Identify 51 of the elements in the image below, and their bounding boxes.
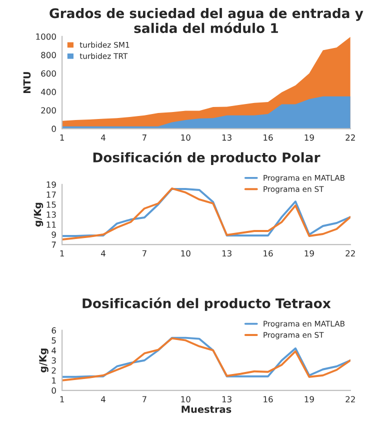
y-tick-label: 4 [52,347,56,354]
x-tick-label: 1 [60,250,64,256]
y-tick-label: 1000 [36,33,56,40]
y-tick-label: 600 [41,70,56,77]
y-tick-label: 0 [52,126,56,132]
y-tick-label: 800 [41,52,56,58]
y-axis-title: g/Kg [39,348,48,372]
y-tick-label: 9 [52,232,56,238]
y-tick-label: 17 [46,192,56,198]
x-tick-label: 22 [346,396,355,402]
chart-title: Dosificación del producto Tetraox [82,298,331,311]
x-tick-label: 16 [264,250,273,257]
x-tick-label: 7 [142,250,146,256]
x-tick-label: 4 [101,396,106,402]
x-tick-label: 19 [304,396,314,402]
y-tick-label: 2 [52,367,56,374]
x-tick-label: 1 [60,396,64,402]
y-tick-label: 19 [46,181,56,188]
chart-title: Grados de suciedad del agua de entrada y salida del módulo 1 [50,8,364,34]
x-tick-label: 22 [346,250,355,256]
y-tick-label: 7 [52,242,56,248]
y-tick-label: 15 [46,202,56,208]
x-tick-label: 16 [264,396,273,402]
x-tick-label: 16 [264,134,273,141]
chart-title: Dosificación de producto Polar [93,152,320,165]
x-tick-label: 1 [60,134,64,141]
x-tick-label: 13 [222,134,232,141]
y-tick-label: 400 [40,88,56,96]
y-tick-label: 3 [52,357,56,364]
y-axis-title: g/Kg [34,202,44,227]
y-tick-label: 13 [46,211,56,218]
x-tick-label: 7 [142,134,146,141]
x-tick-label: 19 [304,134,314,141]
x-tick-label: 19 [304,250,314,257]
y-tick-label: 11 [46,222,56,228]
x-tick-label: 22 [346,134,355,141]
x-axis-title: Muestras [182,406,232,413]
x-tick-label: 13 [222,250,232,257]
x-tick-label: 10 [181,396,190,402]
x-tick-label: 10 [181,134,190,141]
y-tick-label: 1 [52,377,56,384]
y-tick-label: 0 [52,387,56,394]
x-tick-label: 4 [101,250,106,256]
x-tick-label: 10 [181,250,190,257]
y-axis-title: NTU [23,72,31,94]
x-tick-label: 13 [222,396,232,402]
x-tick-label: 4 [101,134,106,141]
y-tick-label: 6 [52,327,56,334]
y-tick-label: 5 [52,337,56,344]
x-tick-label: 7 [142,396,146,402]
y-tick-label: 200 [41,107,56,114]
